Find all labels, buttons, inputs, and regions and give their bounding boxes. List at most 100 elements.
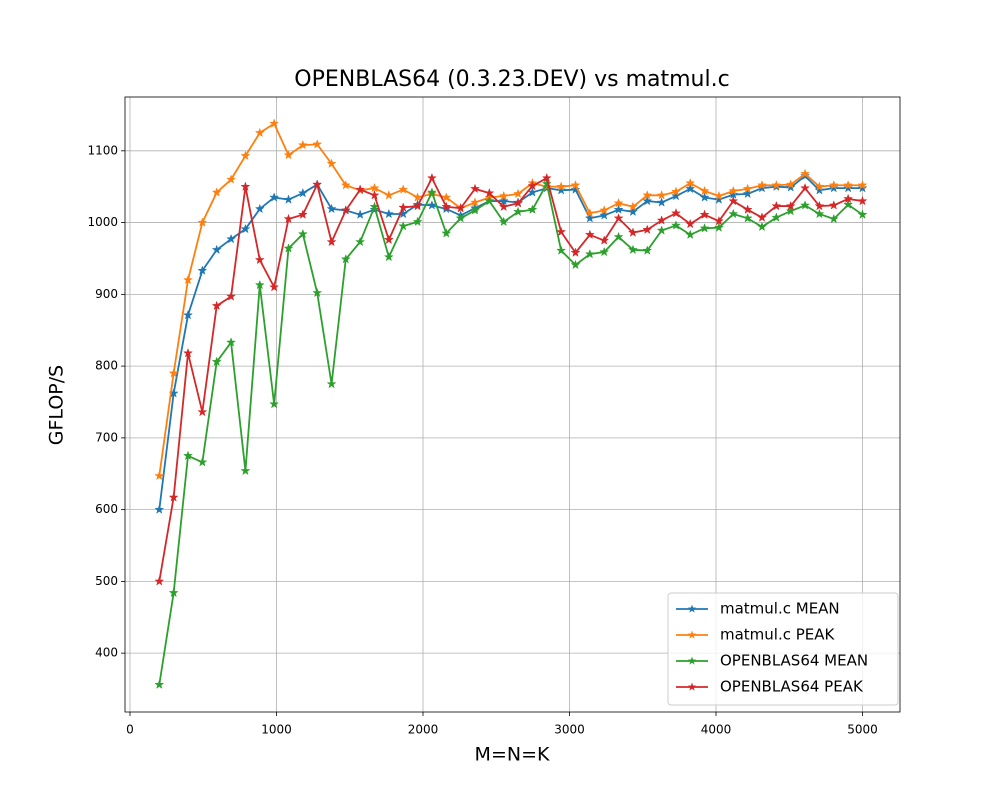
data-point — [584, 213, 595, 223]
data-point — [340, 180, 351, 190]
data-point — [685, 183, 696, 194]
data-point — [283, 243, 294, 253]
data-point — [728, 208, 739, 219]
data-point — [613, 213, 624, 223]
chart-title: OPENBLAS64 (0.3.23.DEV) vs matmul.c — [294, 67, 729, 92]
data-point — [197, 217, 208, 227]
data-point — [642, 195, 653, 206]
data-point — [599, 205, 610, 215]
data-point — [828, 182, 839, 193]
data-point — [627, 201, 638, 212]
data-point — [226, 174, 237, 184]
data-point — [814, 208, 825, 219]
data-point — [713, 222, 724, 232]
data-point — [240, 150, 251, 161]
data-point — [469, 205, 481, 215]
data-point — [814, 181, 825, 191]
data-point — [369, 182, 380, 193]
data-point — [570, 247, 581, 257]
data-point — [269, 192, 280, 202]
x-tick-label: 4000 — [701, 723, 732, 737]
legend-label: OPENBLAS64 MEAN — [720, 652, 868, 670]
data-point — [469, 183, 481, 194]
data-point — [455, 213, 466, 223]
data-point — [498, 216, 509, 227]
data-point — [685, 229, 696, 240]
data-point — [441, 201, 452, 212]
data-point — [699, 185, 710, 196]
data-point — [168, 368, 179, 378]
data-point — [670, 186, 682, 196]
x-tick-label: 0 — [126, 723, 134, 737]
data-point — [843, 182, 854, 193]
data-point — [355, 236, 366, 247]
data-point — [398, 220, 409, 231]
data-point — [771, 200, 782, 211]
data-point — [312, 179, 323, 189]
x-tick-label: 3000 — [554, 723, 585, 737]
data-point — [513, 197, 524, 208]
data-point — [857, 182, 868, 193]
data-point — [283, 213, 294, 224]
data-point — [197, 457, 208, 467]
legend-marker — [687, 682, 697, 691]
data-point — [154, 576, 165, 586]
data-point — [599, 235, 610, 245]
data-point — [326, 378, 337, 389]
data-point — [556, 181, 567, 191]
data-point — [785, 179, 796, 189]
data-point — [656, 197, 667, 207]
data-point — [656, 215, 667, 225]
data-point — [197, 265, 208, 275]
data-point — [828, 200, 839, 210]
y-tick-label: 900 — [95, 287, 118, 301]
data-point — [312, 287, 323, 298]
data-point — [383, 190, 394, 200]
data-point — [642, 190, 653, 200]
data-point — [254, 127, 265, 138]
data-point — [756, 212, 767, 222]
data-point — [297, 187, 308, 198]
data-point — [843, 199, 854, 209]
data-point — [771, 180, 782, 190]
data-point — [627, 244, 638, 255]
data-point — [742, 204, 753, 214]
legend-label: matmul.c MEAN — [720, 600, 840, 618]
data-point — [713, 190, 724, 201]
data-point — [785, 182, 796, 192]
data-point — [297, 209, 308, 219]
data-point — [742, 213, 753, 223]
data-point — [742, 183, 753, 194]
data-point — [211, 187, 222, 197]
data-point — [283, 194, 294, 204]
data-point — [556, 185, 567, 195]
data-point — [828, 180, 839, 190]
data-point — [340, 205, 351, 215]
data-point — [513, 188, 524, 199]
x-tick-label: 1000 — [261, 723, 292, 737]
data-point — [670, 190, 682, 201]
x-tick-label: 5000 — [847, 723, 878, 737]
data-point — [584, 248, 595, 259]
data-point — [785, 205, 796, 216]
y-tick-label: 400 — [95, 646, 118, 660]
data-point — [814, 185, 825, 195]
data-point — [498, 190, 509, 201]
data-point — [728, 195, 739, 206]
data-point — [613, 231, 624, 242]
plot-frame — [124, 96, 901, 713]
data-point — [843, 180, 854, 190]
data-point — [828, 213, 839, 224]
data-point — [713, 215, 724, 226]
data-point — [226, 233, 237, 244]
data-point — [326, 158, 337, 168]
data-point — [541, 178, 552, 189]
data-point — [613, 197, 624, 208]
data-point — [269, 281, 280, 292]
data-point — [742, 188, 753, 199]
data-point — [498, 201, 509, 212]
data-point — [857, 180, 868, 190]
data-point — [613, 204, 624, 214]
data-point — [369, 190, 380, 200]
